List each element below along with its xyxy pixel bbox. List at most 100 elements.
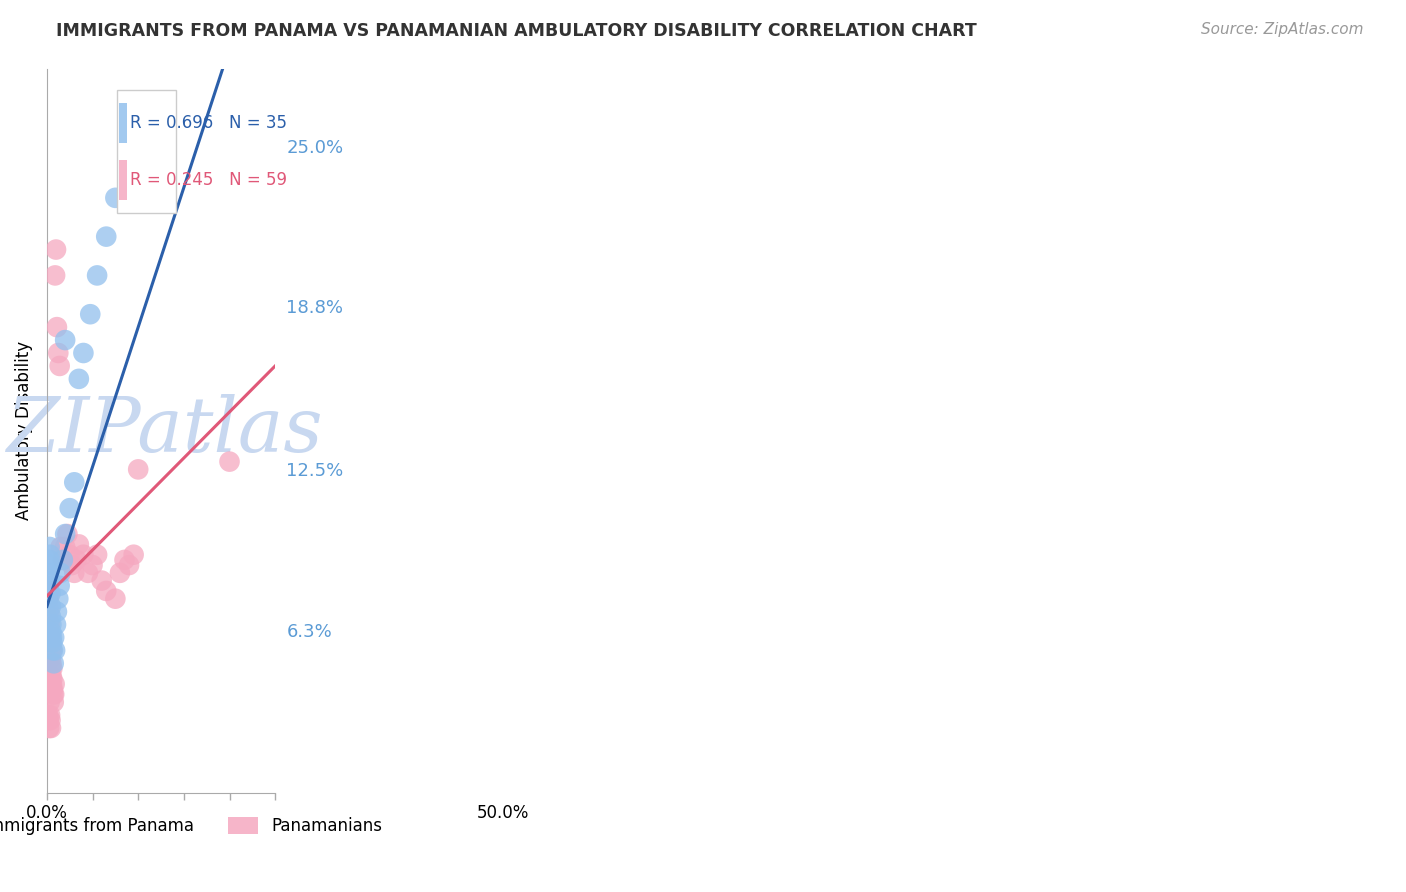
Point — [45, 605, 67, 619]
Point — [60, 558, 83, 572]
Point — [46, 346, 69, 360]
Point — [38, 625, 60, 640]
Bar — [120, 103, 127, 143]
Point — [42, 657, 65, 671]
Point — [53, 333, 76, 347]
Point — [114, 553, 136, 567]
Point — [38, 579, 60, 593]
Point — [44, 631, 66, 645]
Point — [44, 268, 66, 283]
Point — [218, 455, 240, 469]
Point — [38, 591, 60, 606]
Point — [44, 643, 66, 657]
Point — [38, 721, 60, 735]
Point — [38, 605, 60, 619]
Point — [37, 609, 59, 624]
Point — [38, 566, 60, 580]
Point — [39, 617, 62, 632]
Point — [37, 708, 59, 723]
Point — [53, 527, 76, 541]
Point — [49, 540, 72, 554]
Point — [41, 657, 63, 671]
Point — [63, 475, 86, 490]
Point — [41, 625, 63, 640]
Text: R = 0.245   N = 59: R = 0.245 N = 59 — [129, 171, 287, 189]
Point — [44, 677, 66, 691]
Point — [52, 553, 75, 567]
Point — [96, 229, 118, 244]
Point — [48, 579, 70, 593]
Point — [127, 462, 149, 476]
Point — [90, 574, 112, 588]
Point — [45, 320, 67, 334]
Point — [38, 695, 60, 709]
Point — [38, 713, 60, 727]
Text: ZIPatlas: ZIPatlas — [7, 393, 323, 467]
Point — [79, 307, 101, 321]
Point — [49, 566, 72, 580]
Point — [77, 566, 100, 580]
Point — [41, 682, 63, 697]
Point — [39, 574, 62, 588]
Text: R = 0.696   N = 35: R = 0.696 N = 35 — [129, 114, 287, 132]
Point — [72, 346, 94, 360]
Bar — [120, 161, 127, 201]
Point — [67, 372, 90, 386]
Point — [41, 672, 63, 686]
Point — [38, 617, 60, 632]
Point — [86, 268, 108, 283]
Point — [53, 540, 76, 554]
Point — [37, 599, 59, 614]
Point — [39, 661, 62, 675]
Text: Source: ZipAtlas.com: Source: ZipAtlas.com — [1201, 22, 1364, 37]
Point — [118, 558, 141, 572]
Point — [67, 537, 90, 551]
Point — [37, 591, 59, 606]
Point — [41, 661, 63, 675]
Point — [65, 553, 87, 567]
Point — [86, 548, 108, 562]
Point — [41, 669, 63, 683]
Point — [82, 558, 104, 572]
Point — [46, 591, 69, 606]
Point — [38, 540, 60, 554]
Point — [45, 617, 67, 632]
Text: 50.0%: 50.0% — [477, 804, 530, 822]
Point — [39, 558, 62, 572]
Point — [42, 643, 65, 657]
Point — [56, 527, 79, 541]
Point — [108, 566, 131, 580]
Point — [38, 553, 60, 567]
Point — [42, 687, 65, 701]
Point — [39, 651, 62, 665]
Point — [39, 643, 62, 657]
Point — [104, 591, 127, 606]
Point — [41, 635, 63, 649]
Point — [96, 583, 118, 598]
Point — [38, 583, 60, 598]
Point — [41, 631, 63, 645]
Point — [42, 695, 65, 709]
Point — [39, 586, 62, 600]
Point — [41, 617, 63, 632]
Point — [41, 643, 63, 657]
Point — [63, 566, 86, 580]
Y-axis label: Ambulatory Disability: Ambulatory Disability — [15, 341, 32, 520]
Point — [39, 713, 62, 727]
FancyBboxPatch shape — [117, 90, 176, 213]
Point — [41, 677, 63, 691]
Text: IMMIGRANTS FROM PANAMA VS PANAMANIAN AMBULATORY DISABILITY CORRELATION CHART: IMMIGRANTS FROM PANAMA VS PANAMANIAN AMB… — [56, 22, 977, 40]
Point — [59, 501, 82, 516]
Point — [42, 682, 65, 697]
Point — [52, 553, 75, 567]
Point — [122, 548, 145, 562]
Point — [72, 548, 94, 562]
Text: 0.0%: 0.0% — [25, 804, 67, 822]
Point — [39, 548, 62, 562]
Point — [39, 631, 62, 645]
Point — [104, 191, 127, 205]
Point — [48, 359, 70, 373]
Point — [45, 243, 67, 257]
Point — [39, 708, 62, 723]
Legend: Immigrants from Panama, Panamanians: Immigrants from Panama, Panamanians — [0, 817, 382, 835]
